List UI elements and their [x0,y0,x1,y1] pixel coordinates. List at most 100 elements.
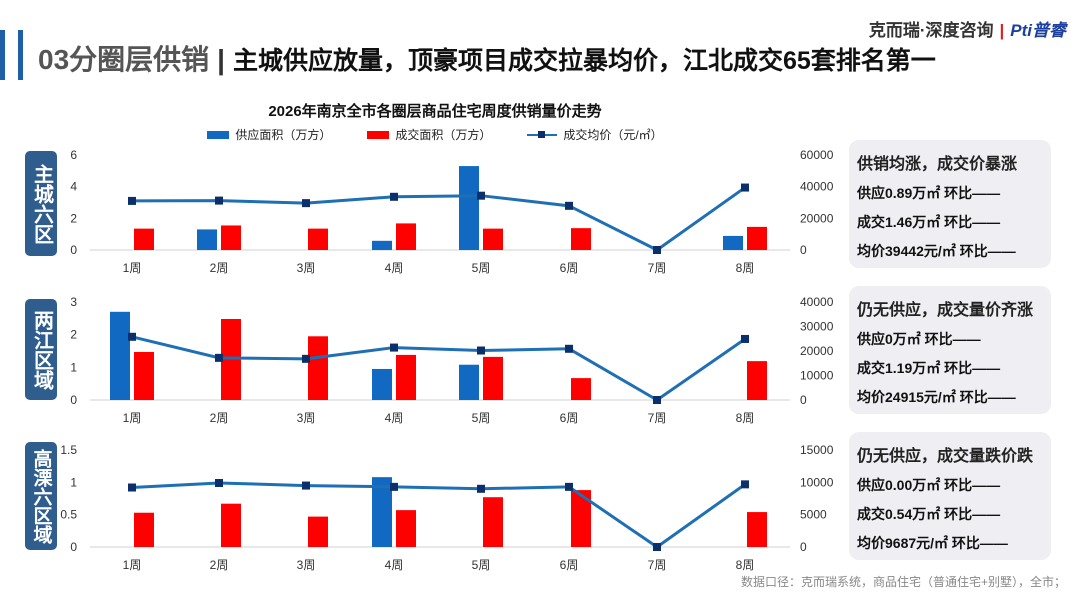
y-left-tick-label: 2 [70,328,77,342]
x-tick-label: 6周 [560,261,579,275]
legend-price-swatch [527,130,558,139]
y-left-tick-label: 1.5 [60,443,77,457]
panel-price: 均价24915元/㎡ 环比—— [857,389,1016,405]
bar-deal [396,354,416,400]
panel-deal: 成交1.46万㎡ 环比—— [857,214,1001,230]
x-tick-label: 6周 [560,411,579,425]
panel-price: 均价39442元/㎡ 环比—— [857,243,1016,259]
x-tick-label: 4周 [385,261,404,275]
data-source-note: 数据口径：克而瑞系统，商品住宅（普通住宅+别墅），全市； [740,575,1066,589]
x-tick-label: 3周 [297,558,316,572]
price-point [653,246,661,254]
chart-legend: 供应面积（万方） 成交面积（万方） 成交均价（元/㎡） [0,126,870,143]
panel-supply: 供应0万㎡ 环比—— [857,331,981,347]
x-tick-label: 1周 [123,261,142,275]
y-right-tick-label: 20000 [800,211,834,225]
brand-pipe: | [999,21,1005,40]
price-point [565,482,573,491]
page-title: 03分圈层供销 | 主城供应放量，顶豪项目成交拉暴均价，江北成交65套排名第一 [38,38,936,78]
brand-logo: 克而瑞·深度咨询 | Pti普睿 [869,16,1066,41]
panel-supply: 供应0.00万㎡ 环比—— [857,477,1001,493]
x-tick-label: 4周 [385,558,404,572]
x-tick-label: 8周 [736,411,755,425]
legend-supply-label: 供应面积（万方） [235,128,332,142]
bar-deal [134,512,154,547]
y-right-tick-label: 0 [800,540,807,554]
bar-supply [372,240,392,250]
bar-deal [571,228,591,250]
bar-supply [372,477,392,547]
y-right-tick-label: 15000 [800,443,834,457]
panel-price: 均价9687元/㎡ 环比—— [857,535,1008,551]
price-point [128,483,136,492]
y-left-tick-label: 0 [70,243,77,257]
price-point [215,478,223,487]
panel-deal: 成交0.54万㎡ 环比—— [857,506,1001,522]
brand-left: 克而瑞·深度咨询 [868,21,994,40]
legend-price-label: 成交均价（元/㎡） [563,128,663,142]
price-point [741,334,749,343]
title-separator: | [217,44,225,75]
price-line [131,335,746,402]
bar-deal [308,516,328,547]
x-tick-label: 5周 [472,558,491,572]
y-left-tick-label: 3 [70,295,77,309]
y-right-tick-label: 5000 [800,508,827,522]
summary-panel-main: 供销均涨，成交价暴涨 供应0.89万㎡ 环比—— 成交1.46万㎡ 环比—— 均… [849,140,1051,268]
bar-deal [308,228,328,250]
x-tick-label: 5周 [472,261,491,275]
y-right-tick-label: 0 [800,393,807,407]
x-tick-label: 2周 [210,411,229,425]
price-point [565,344,573,353]
section-label: 03分圈层供销 [38,44,210,75]
price-point [477,191,485,200]
accent-bar-inner [18,30,23,80]
price-point [390,482,398,491]
bar-supply [459,166,479,250]
x-tick-label: 3周 [297,411,316,425]
x-tick-label: 5周 [472,411,491,425]
price-point [653,543,661,551]
bar-supply [110,311,130,400]
bar-deal [396,510,416,547]
legend-deal-label: 成交面积（万方） [395,128,492,142]
price-point [741,183,749,192]
legend-supply-swatch [207,130,230,139]
price-point [128,332,136,341]
x-tick-label: 3周 [297,261,316,275]
y-left-tick-label: 6 [70,148,77,162]
bar-deal [134,228,154,250]
bar-deal [483,228,503,250]
accent-bar [0,30,5,80]
price-point [302,354,310,363]
panel-deal: 成交1.19万㎡ 环比—— [857,360,1001,376]
bar-deal [221,225,241,250]
legend-price: 成交均价（元/㎡） [527,126,663,143]
price-point [215,353,223,362]
y-left-tick-label: 0.5 [60,508,77,522]
brand-right: Pti普睿 [1010,21,1066,40]
y-right-tick-label: 20000 [800,344,834,358]
price-point [390,343,398,352]
price-point [565,201,573,210]
bar-deal [571,490,591,547]
y-right-tick-label: 40000 [800,295,834,309]
bar-supply [459,364,479,400]
x-tick-label: 7周 [648,558,667,572]
legend-supply: 供应面积（万方） [207,126,331,143]
summary-panel-gaoli: 仍无供应，成交量跌价跌 供应0.00万㎡ 环比—— 成交0.54万㎡ 环比—— … [849,432,1051,560]
bar-deal [571,378,591,400]
panel-heading: 仍无供应，成交量价齐涨 [857,302,1034,319]
region-label-gaoli: 高溧六区域 [25,442,57,550]
x-tick-label: 7周 [648,411,667,425]
bar-deal [747,226,767,250]
bar-deal [483,356,503,400]
y-left-tick-label: 2 [70,211,77,225]
panel-heading: 供销均涨，成交价暴涨 [857,156,1018,173]
bar-supply [723,235,743,250]
summary-panel-jiangbei: 仍无供应，成交量价齐涨 供应0万㎡ 环比—— 成交1.19万㎡ 环比—— 均价2… [849,286,1051,414]
region-label-text: 主城六区 [30,163,53,244]
price-point [302,481,310,490]
bar-deal [308,336,328,400]
